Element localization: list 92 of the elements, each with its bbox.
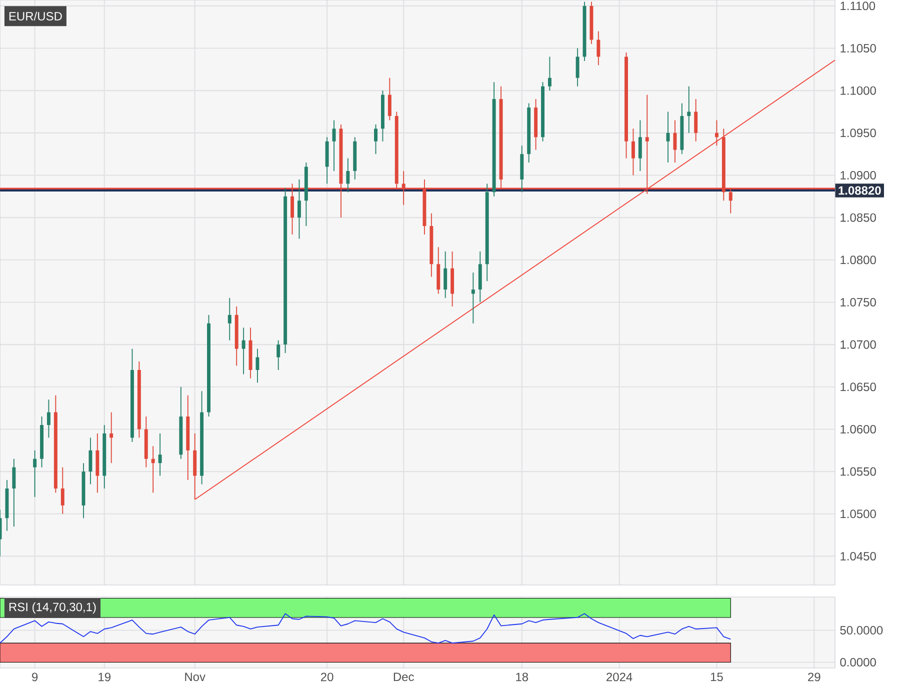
y-tick-label: 1.0950 <box>840 128 876 138</box>
candlestick <box>82 462 86 519</box>
x-tick-label: 15 <box>710 672 723 682</box>
y-tick-label: 1.0650 <box>840 382 876 392</box>
candlestick <box>304 162 308 227</box>
candlestick <box>284 187 288 354</box>
candlestick <box>151 446 155 494</box>
candlestick <box>590 1 594 44</box>
candlestick <box>242 327 246 375</box>
y-tick-label: 1.0800 <box>840 256 876 264</box>
candlestick <box>46 399 50 438</box>
candlestick <box>534 98 538 150</box>
candlestick <box>276 340 280 370</box>
x-tick-label: 20 <box>320 672 334 682</box>
candlestick <box>207 314 210 417</box>
candlestick <box>110 412 114 464</box>
candlestick <box>541 82 544 142</box>
x-tick-label: Dec <box>394 672 414 682</box>
candlestick <box>714 120 718 146</box>
y-tick-label: 0.0000 <box>840 658 876 666</box>
candlestick <box>388 77 392 121</box>
y-tick-label: 1.0450 <box>840 552 876 560</box>
candlestick <box>346 158 350 193</box>
y-tick-label: 1.1000 <box>840 86 876 95</box>
candlestick <box>88 437 92 485</box>
candlestick <box>325 136 329 184</box>
x-tick-label: 18 <box>516 672 528 682</box>
candlestick <box>353 136 357 180</box>
candlestick <box>130 348 134 442</box>
candlestick <box>102 424 106 489</box>
candlestick <box>234 306 238 366</box>
y-tick-label: 1.0750 <box>840 298 876 306</box>
y-tick-label: 1.0550 <box>840 467 876 476</box>
x-tick-label: 9 <box>32 672 38 682</box>
candlestick <box>436 246 440 294</box>
candlestick <box>576 48 580 87</box>
x-tick-label: Nov <box>185 672 206 682</box>
candlestick <box>471 272 475 324</box>
candlestick <box>256 348 260 384</box>
candlestick <box>631 128 635 176</box>
candlestick <box>248 327 252 379</box>
ref-line-label: 1.08820 <box>838 186 881 195</box>
candlestick <box>12 458 16 528</box>
candlestick <box>624 52 628 159</box>
candlestick <box>158 432 162 476</box>
y-tick-label: 1.0900 <box>840 170 876 180</box>
chart-title: RSI (14,70,30,1) <box>9 602 96 614</box>
text: EUR/USD <box>9 12 62 21</box>
candlestick <box>582 1 586 62</box>
candlestick <box>450 250 454 307</box>
y-tick-label: 1.0700 <box>840 340 876 349</box>
candlestick <box>520 145 524 193</box>
candlestick <box>5 480 9 532</box>
candlestick <box>228 298 232 341</box>
candlestick <box>673 120 677 164</box>
candlestick <box>527 102 531 164</box>
candlestick <box>478 250 482 303</box>
candlestick <box>297 179 301 240</box>
candlestick <box>485 183 489 282</box>
y-tick-label: 1.0850 <box>840 213 876 222</box>
candlestick <box>638 120 642 172</box>
candlestick <box>548 56 552 92</box>
candlestick <box>179 386 183 460</box>
candlestick <box>444 250 448 298</box>
candlestick <box>200 390 204 485</box>
candlestick <box>144 416 148 468</box>
y-tick-label: 1.0600 <box>840 424 876 434</box>
candlestick <box>54 394 58 494</box>
candlestick <box>33 450 37 498</box>
candlestick <box>40 416 44 468</box>
candlestick <box>380 90 384 142</box>
candlestick <box>492 82 496 197</box>
candlestick <box>193 432 197 500</box>
candlestick <box>332 120 336 172</box>
candlestick <box>596 30 600 66</box>
candlestick <box>680 102 684 155</box>
x-tick-label: 2024 <box>606 672 632 682</box>
candlestick <box>687 86 691 134</box>
candlestick <box>430 212 434 278</box>
candlestick <box>96 432 100 494</box>
line-series <box>0 613 732 644</box>
x-tick-label: 29 <box>808 672 820 682</box>
candlestick <box>186 394 190 480</box>
y-tick-label: 1.1050 <box>840 44 876 53</box>
y-tick-label: 1.0500 <box>840 510 876 518</box>
candlestick <box>694 98 698 142</box>
y-tick-label: 50.0000 <box>840 626 883 635</box>
candlestick <box>60 466 64 514</box>
candlestick <box>137 361 141 438</box>
x-tick-label: 19 <box>98 672 110 682</box>
y-tick-label: 1.1100 <box>840 2 876 10</box>
candlestick <box>374 124 378 155</box>
